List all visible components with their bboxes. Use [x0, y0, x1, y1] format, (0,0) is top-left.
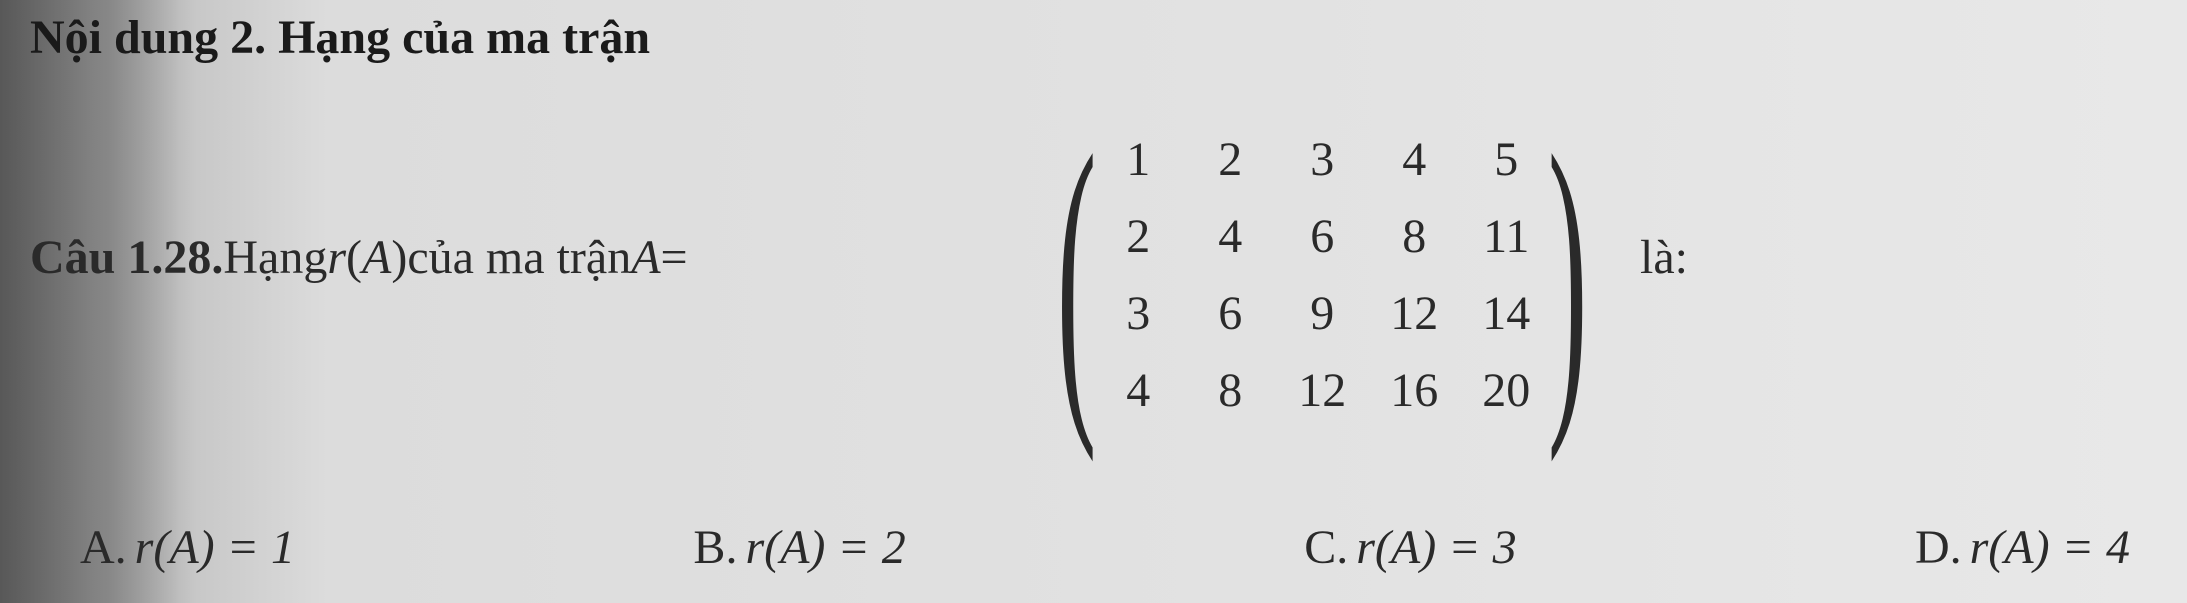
- matrix-cell: 12: [1297, 363, 1347, 418]
- question-number: Câu 1.28.: [30, 230, 223, 285]
- matrix-cell: 5: [1481, 132, 1531, 187]
- answer-C-expr: r(A) = 3: [1356, 520, 1516, 575]
- matrix-cell: 16: [1389, 363, 1439, 418]
- matrix-cell: 9: [1297, 286, 1347, 341]
- answer-A-expr: r(A) = 1: [135, 520, 295, 575]
- paren-close: ): [391, 230, 407, 285]
- matrix-cell: 20: [1481, 363, 1531, 418]
- matrix-cell: 12: [1389, 286, 1439, 341]
- answer-C: C. r(A) = 3: [1304, 520, 1516, 575]
- matrix-cell: 6: [1205, 286, 1255, 341]
- question-stem: Câu 1.28. Hạng r ( A ) của ma trận A =: [30, 230, 688, 285]
- matrix-cell: 3: [1297, 132, 1347, 187]
- answer-A-label: A.: [80, 520, 127, 575]
- matrix-cell: 2: [1205, 132, 1255, 187]
- r-symbol: r: [327, 230, 346, 285]
- matrix-cell: 3: [1113, 286, 1163, 341]
- stem-mid: của ma trận: [407, 230, 631, 285]
- answer-C-label: C.: [1304, 520, 1348, 575]
- A-symbol-2: A: [631, 230, 660, 285]
- A-symbol-1: A: [362, 230, 391, 285]
- matrix-cell: 4: [1389, 132, 1439, 187]
- section-title: Nội dung 2. Hạng của ma trận: [30, 10, 650, 65]
- matrix-cell: 8: [1389, 209, 1439, 264]
- matrix-cell: 4: [1205, 209, 1255, 264]
- matrix-grid: 1 2 3 4 5 2 4 6 8 11 3 6 9 12 14 4 8 12 …: [1113, 132, 1531, 418]
- answer-A: A. r(A) = 1: [80, 520, 295, 575]
- paren-open: (: [346, 230, 362, 285]
- matrix-cell: 14: [1481, 286, 1531, 341]
- page-shadow: [0, 0, 180, 603]
- matrix-right-paren: ): [1548, 130, 1588, 419]
- matrix-cell: 6: [1297, 209, 1347, 264]
- matrix-A: ( 1 2 3 4 5 2 4 6 8 11 3 6 9 12 14 4 8 1…: [1020, 130, 1624, 419]
- answer-D-expr: r(A) = 4: [1970, 520, 2130, 575]
- equals-sign: =: [661, 230, 688, 285]
- matrix-cell: 8: [1205, 363, 1255, 418]
- answer-row: A. r(A) = 1 B. r(A) = 2 C. r(A) = 3 D. r…: [80, 520, 2130, 575]
- matrix-cell: 4: [1113, 363, 1163, 418]
- matrix-cell: 1: [1113, 132, 1163, 187]
- answer-B-expr: r(A) = 2: [745, 520, 905, 575]
- la-suffix: là:: [1640, 230, 1688, 285]
- matrix-cell: 11: [1481, 209, 1531, 264]
- stem-prefix: Hạng: [223, 230, 327, 285]
- matrix-cell: 2: [1113, 209, 1163, 264]
- matrix-left-paren: (: [1057, 130, 1097, 419]
- answer-D: D. r(A) = 4: [1915, 520, 2130, 575]
- answer-B-label: B.: [693, 520, 737, 575]
- answer-D-label: D.: [1915, 520, 1962, 575]
- answer-B: B. r(A) = 2: [693, 520, 905, 575]
